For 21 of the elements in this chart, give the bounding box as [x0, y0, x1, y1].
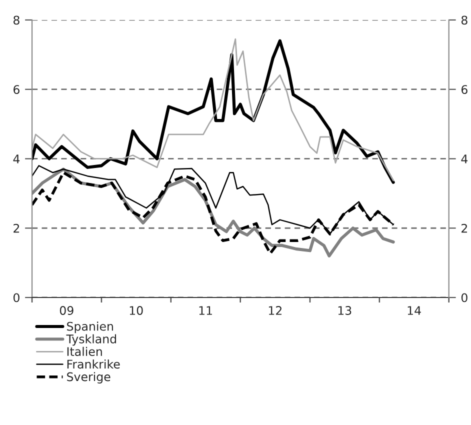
x-tick-label: 14: [408, 306, 421, 315]
y2-tick-label: 0: [461, 293, 468, 302]
y-tick-label: 8: [14, 16, 20, 25]
x-tick-label: 13: [338, 306, 352, 315]
legend-label: Frankrike: [67, 359, 120, 369]
legend-label: Italien: [67, 346, 102, 356]
x-tick-label: 09: [60, 306, 74, 315]
y-tick-label: 0: [13, 293, 20, 302]
y2-tick-label: 2: [462, 224, 467, 233]
y2-tick-label: 8: [461, 16, 468, 25]
y-tick-label: 6: [14, 85, 20, 94]
x-tick-label: 10: [130, 306, 143, 315]
x-tick-label: 12: [268, 306, 282, 315]
y2-tick-label: 4: [461, 154, 468, 164]
x-tick-label: 11: [199, 306, 212, 315]
y-tick-label: 4: [13, 154, 20, 164]
y2-tick-label: 6: [461, 85, 468, 94]
legend-label: Tyskland: [66, 334, 116, 346]
legend-label: Sverige: [67, 372, 110, 384]
legend-label: Spanien: [67, 322, 113, 334]
y-tick-label: 2: [14, 224, 20, 233]
